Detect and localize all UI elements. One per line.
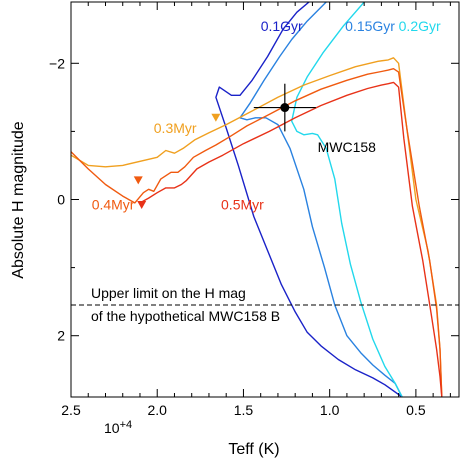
series-line-0-2gyr bbox=[291, 2, 403, 397]
marker-0-5myr bbox=[133, 176, 143, 185]
label-layer: 2.5 2.0 1.5 1.0 0.5 −2 0 2 0.1Gyr 0.15Gyr 0.2Gyr 0.… bbox=[49, 18, 441, 418]
annotation-0-4myr: 0.4Myr bbox=[92, 196, 135, 212]
x-axis-title: Teff (K) bbox=[228, 441, 279, 458]
series-line-0-4myr bbox=[139, 81, 443, 397]
annotation-0-5myr: 0.5Myr bbox=[221, 196, 264, 212]
upper-limit-label-line2: of the hypothetical MWC158 B bbox=[91, 308, 280, 324]
annotation-0-2gyr: 0.2Gyr bbox=[399, 18, 441, 34]
overlay-layer bbox=[71, 83, 459, 306]
x-axis-multiplier: 10+4 bbox=[104, 419, 132, 436]
annotation-0-15gyr: 0.15Gyr bbox=[345, 18, 395, 34]
x-tick-label: 2.0 bbox=[147, 402, 167, 418]
annotation-mwc158: MWC158 bbox=[318, 139, 377, 155]
y-tick-label: 0 bbox=[57, 192, 65, 208]
y-axis-title: Absolute H magnitude bbox=[10, 121, 27, 279]
x-tick-label: 2.5 bbox=[61, 402, 81, 418]
x-tick-label: 0.5 bbox=[406, 402, 426, 418]
x-tick-label: 1.0 bbox=[320, 402, 340, 418]
series-line-0-3myr bbox=[71, 57, 443, 397]
series-layer bbox=[71, 2, 443, 397]
marker-layer bbox=[133, 113, 221, 209]
y-tick-label: −2 bbox=[49, 55, 65, 71]
marker-0-3myr bbox=[211, 113, 221, 122]
x-multiplier-base: 10 bbox=[104, 420, 120, 436]
series-line-0-15gyr bbox=[239, 2, 403, 397]
annotation-0-3myr: 0.3Myr bbox=[154, 120, 197, 136]
series-line-0-5myr bbox=[71, 68, 443, 397]
point-mwc158 bbox=[280, 103, 290, 113]
marker-0-4myr bbox=[137, 200, 147, 209]
series-line-0-1gyr bbox=[215, 2, 403, 397]
upper-limit-label-line1: Upper limit on the H mag bbox=[91, 285, 246, 301]
x-tick-label: 1.5 bbox=[234, 402, 254, 418]
annotation-0-1gyr: 0.1Gyr bbox=[261, 18, 303, 34]
y-tick-label: 2 bbox=[57, 328, 65, 344]
x-multiplier-exponent: +4 bbox=[120, 419, 133, 431]
tick-layer bbox=[70, 2, 459, 397]
